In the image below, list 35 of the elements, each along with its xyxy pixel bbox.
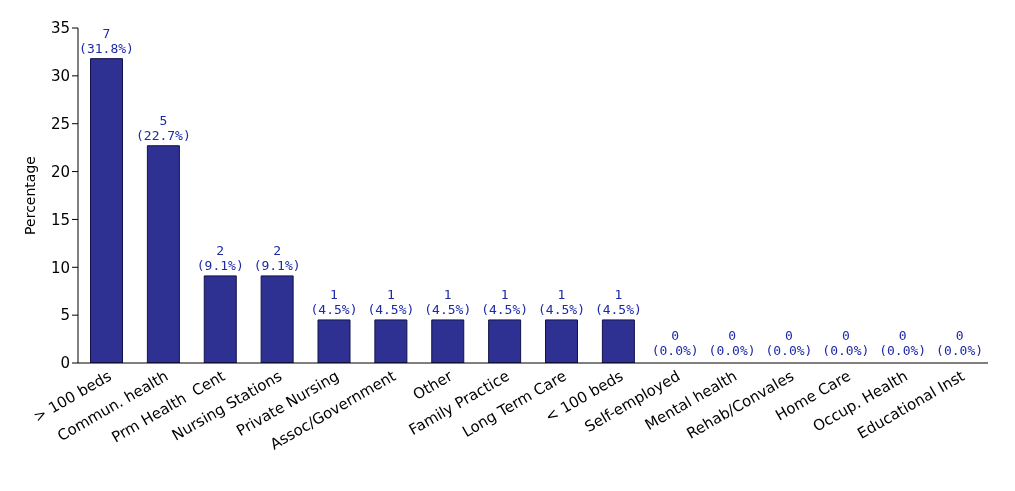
bar (90, 58, 124, 363)
bar (146, 145, 180, 363)
data-label: 1 (4.5%) (367, 286, 415, 317)
data-label: 1 (4.5%) (310, 286, 358, 317)
bar (203, 275, 237, 363)
bar (545, 319, 579, 363)
data-label: 0 (0.0%) (822, 328, 870, 358)
bar (601, 319, 635, 363)
bar (488, 319, 522, 363)
data-label: 0 (0.0%) (708, 328, 756, 358)
y-tick-label: 20 (50, 162, 70, 181)
data-label: 0 (0.0%) (765, 328, 813, 358)
bar (431, 319, 465, 363)
y-tick-label: 15 (50, 210, 70, 229)
data-label: 2 (9.1%) (196, 242, 244, 273)
data-label: 7 (31.8%) (79, 25, 134, 56)
y-tick-label: 10 (50, 258, 70, 277)
bar (260, 275, 294, 363)
y-tick-label: 0 (60, 354, 70, 373)
y-tick-label: 5 (60, 306, 70, 325)
y-tick-label: 30 (50, 67, 70, 86)
data-label: 1 (4.5%) (424, 286, 472, 317)
data-label: 1 (4.5%) (481, 286, 529, 317)
y-tick-label: 35 (50, 19, 70, 38)
y-axis-title: Percentage (21, 156, 38, 235)
data-label: 2 (9.1%) (253, 242, 301, 273)
data-label: 5 (22.7%) (135, 112, 191, 143)
data-label: 0 (0.0%) (651, 328, 699, 358)
bar (317, 319, 351, 363)
data-label: 1 (4.5%) (594, 286, 642, 317)
data-label: 0 (0.0%) (936, 328, 984, 358)
y-tick-label: 25 (50, 115, 70, 134)
data-label: 1 (4.5%) (538, 286, 585, 317)
bar (374, 319, 408, 363)
data-label: 0 (0.0%) (879, 328, 927, 358)
